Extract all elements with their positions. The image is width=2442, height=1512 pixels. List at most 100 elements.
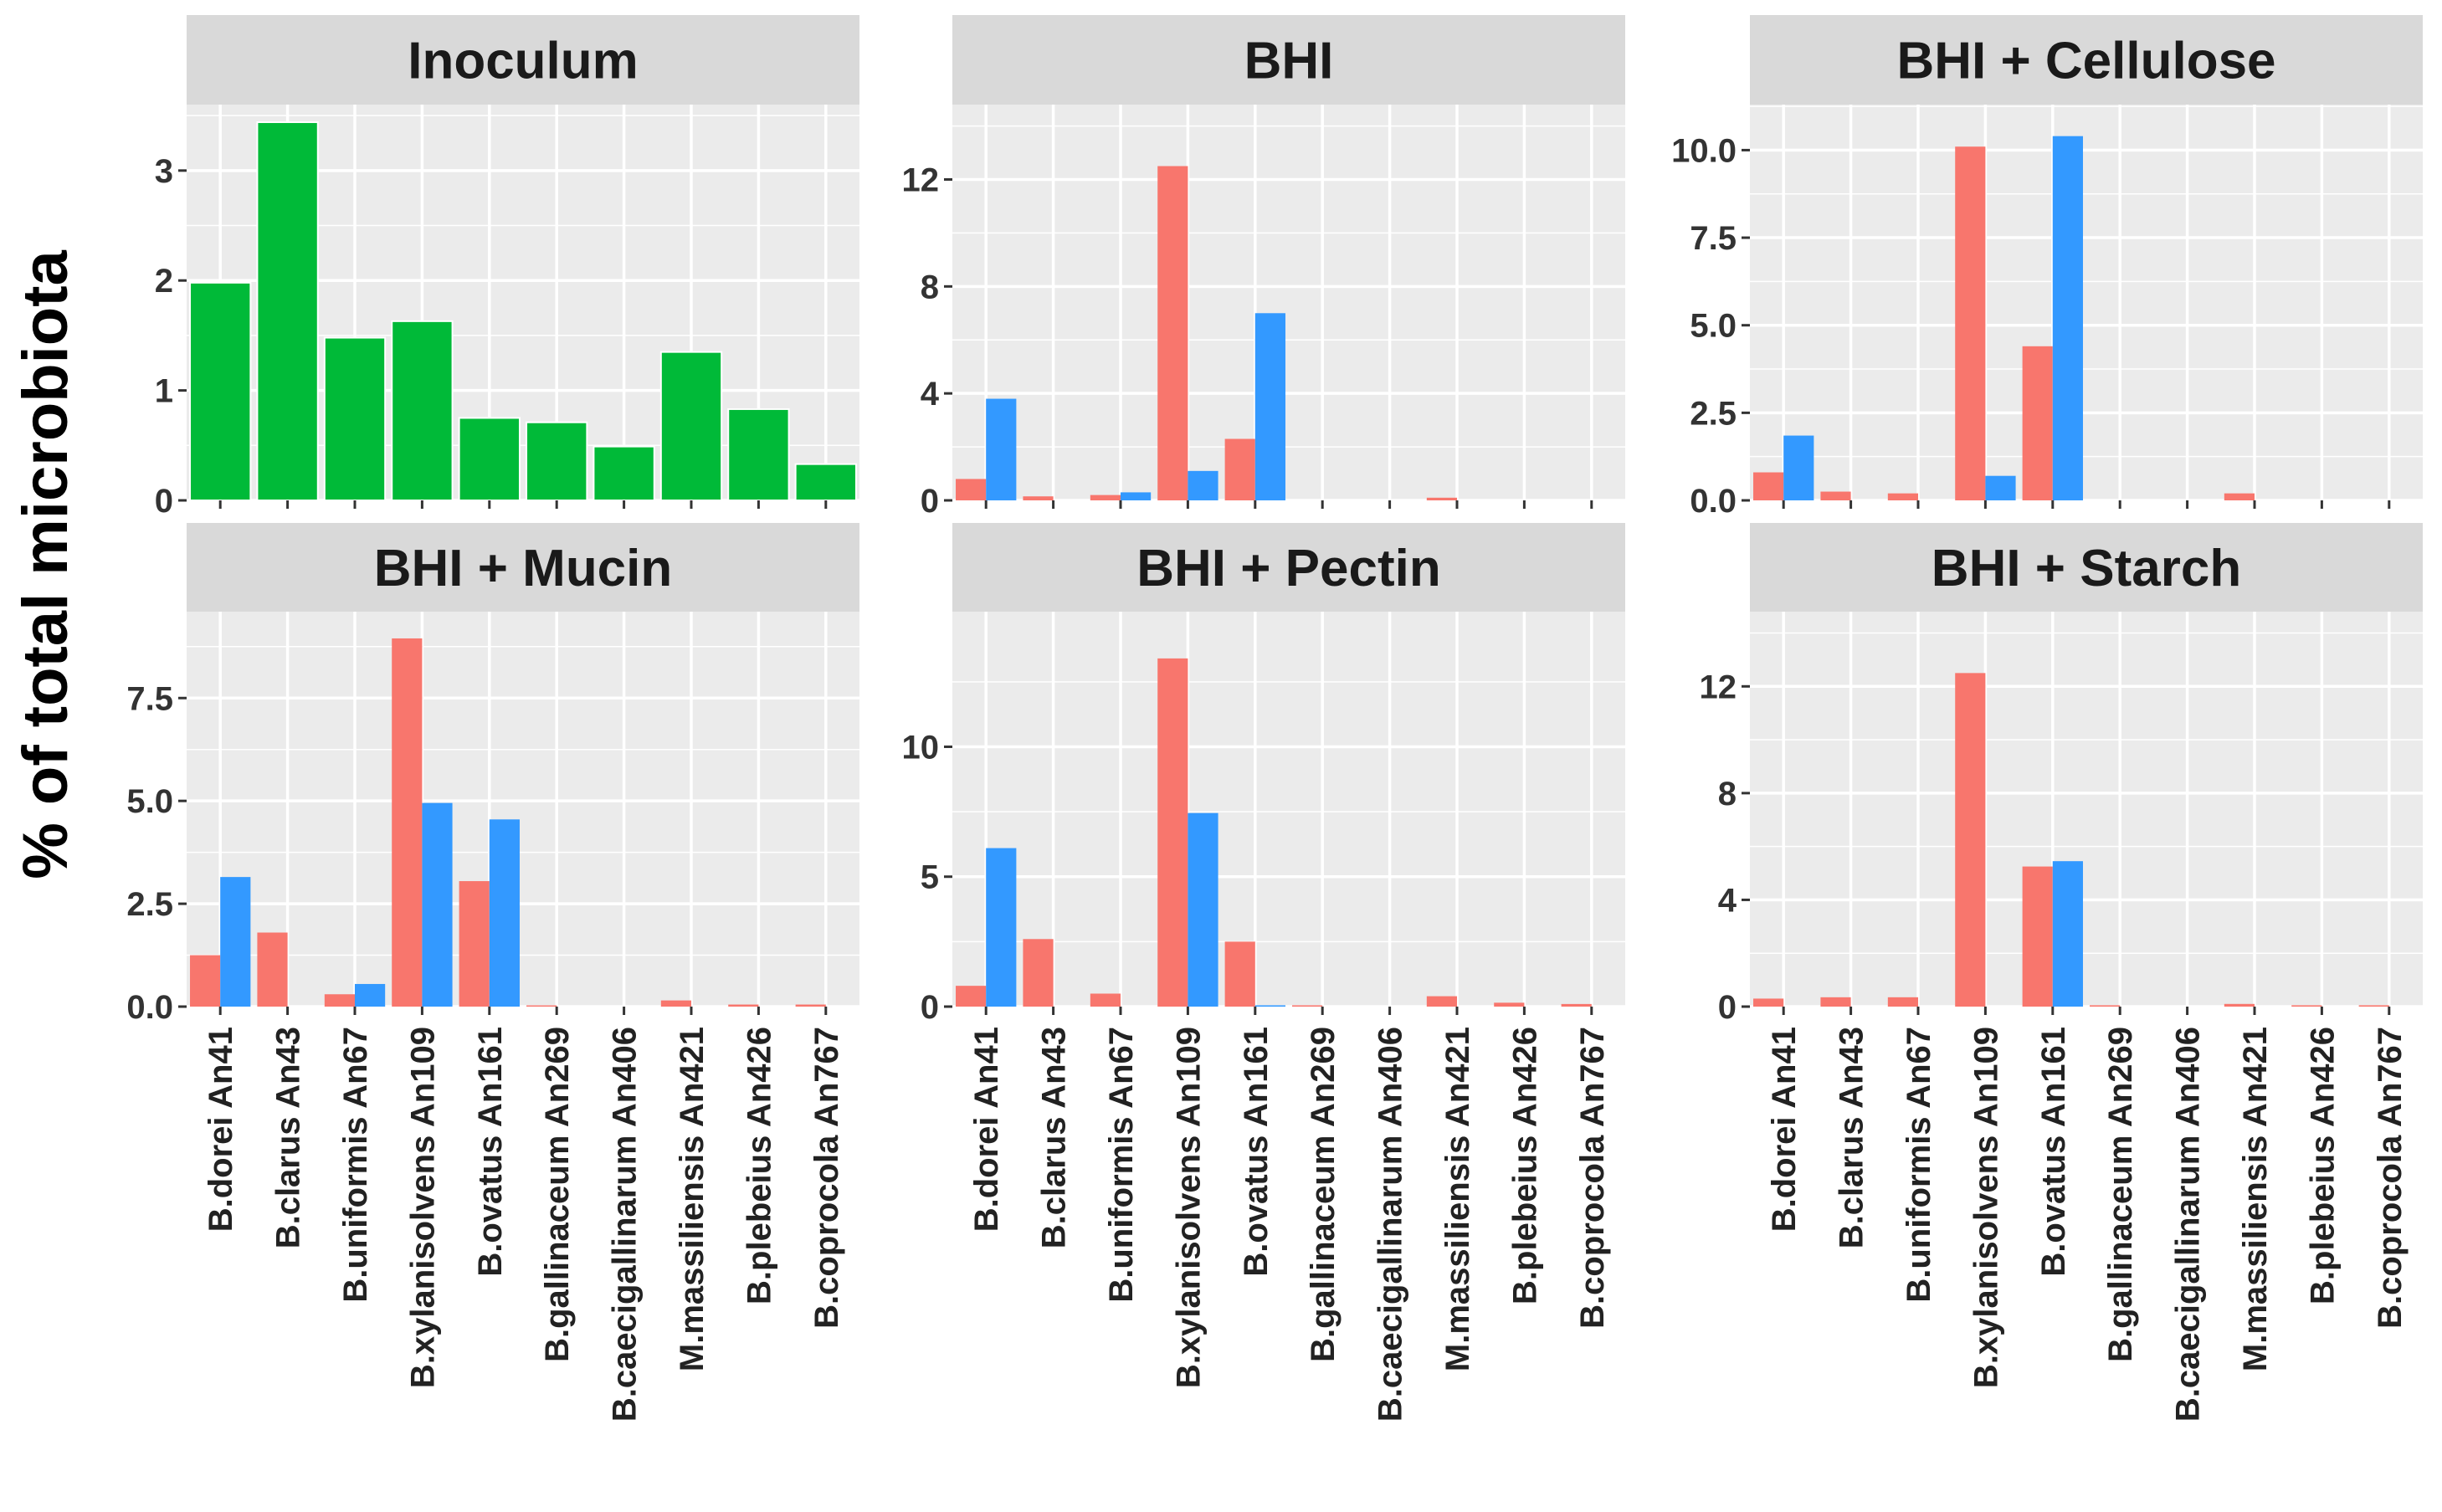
panel-background xyxy=(952,612,1625,1007)
bar-bhi-pectin-b-plebeius-an426-series1 xyxy=(1494,1002,1525,1007)
y-tick-label: 2.5 xyxy=(126,886,173,923)
panel-bhi-mucin: BHI + Mucin 0.0 2.5 5.0 7.5 B.dorei An41 B.cla… xyxy=(126,523,859,1422)
bar-bhi-b-dorei-an41-series1 xyxy=(956,479,987,500)
panel-strip xyxy=(187,523,859,612)
bar-bhi-mucin-b-xylanisolvens-an109-series2 xyxy=(422,802,453,1007)
bar-bhi-b-xylanisolvens-an109-series1 xyxy=(1157,166,1188,500)
panel-strip xyxy=(1750,523,2423,612)
y-tick-label: 5.0 xyxy=(126,783,173,820)
y-tick-label: 1 xyxy=(155,373,173,410)
bar-bhi-cellulose-b-ovatus-an161-series1 xyxy=(2022,346,2053,500)
bar-bhi-cellulose-b-uniformis-an67-series1 xyxy=(1887,493,1918,500)
bar-bhi-b-clarus-an43-series1 xyxy=(1023,496,1054,500)
bar-bhi-cellulose-b-dorei-an41-series1 xyxy=(1753,472,1784,500)
bar-inoculum-b-clarus-an43-inoculum xyxy=(256,121,319,501)
x-category-label: B.plebeius An426 xyxy=(1506,1027,1543,1304)
panel-strip xyxy=(952,523,1625,612)
bar-bhi-pectin-b-ovatus-an161-series2 xyxy=(1254,1005,1285,1007)
bar-bhi-starch-b-clarus-an43-series1 xyxy=(1820,997,1851,1007)
x-category-label: B.clarus An43 xyxy=(1834,1027,1870,1248)
bar-bhi-cellulose-m-massiliensis-an421-series1 xyxy=(2224,493,2255,500)
bar-bhi-mucin-b-ovatus-an161-series2 xyxy=(489,819,520,1007)
bar-bhi-m-massiliensis-an421-series1 xyxy=(1426,497,1457,500)
bar-bhi-starch-b-gallinaceum-an269-series1 xyxy=(2090,1005,2121,1007)
y-tick-label: 8 xyxy=(1718,776,1737,812)
bar-bhi-pectin-b-xylanisolvens-an109-series2 xyxy=(1188,812,1218,1007)
bar-bhi-starch-b-xylanisolvens-an109-series1 xyxy=(1955,673,1986,1007)
y-tick-label: 5 xyxy=(921,859,939,896)
bar-bhi-pectin-b-dorei-an41-series2 xyxy=(986,848,1017,1007)
panel-strip xyxy=(1750,15,2423,105)
x-category-label: B.dorei An41 xyxy=(203,1027,239,1232)
bar-bhi-starch-b-ovatus-an161-series2 xyxy=(2052,861,2083,1007)
bar-inoculum-b-ovatus-an161-inoculum xyxy=(458,417,521,502)
x-category-label: B.caecigallinarum An406 xyxy=(1372,1027,1409,1422)
panel-title: BHI + Cellulose xyxy=(1896,33,2275,90)
bar-bhi-mucin-b-plebeius-an426-series1 xyxy=(728,1004,759,1007)
panel-title: BHI + Pectin xyxy=(1136,540,1441,597)
bar-bhi-starch-b-dorei-an41-series1 xyxy=(1753,998,1784,1007)
y-tick-label: 0 xyxy=(155,483,173,520)
y-tick-label: 7.5 xyxy=(1690,220,1737,257)
y-tick-label: 12 xyxy=(902,161,940,198)
bar-inoculum-b-dorei-an41-inoculum xyxy=(189,281,252,501)
bar-bhi-cellulose-b-dorei-an41-series2 xyxy=(1783,435,1814,500)
x-category-label: B.uniformis An67 xyxy=(1103,1027,1140,1303)
y-tick-label: 4 xyxy=(1718,882,1737,919)
x-category-label: B.dorei An41 xyxy=(968,1027,1005,1232)
bar-inoculum-b-plebeius-an426-inoculum xyxy=(727,407,790,502)
panel-background xyxy=(1750,612,2423,1007)
panel-background xyxy=(187,612,859,1007)
y-tick-label: 4 xyxy=(921,376,940,413)
bar-bhi-pectin-b-uniformis-an67-series1 xyxy=(1090,993,1121,1007)
x-category-label: M.massiliensis An421 xyxy=(1439,1027,1476,1371)
bar-bhi-mucin-b-coprocola-an767-series1 xyxy=(795,1004,826,1007)
x-category-label: B.coprocola An767 xyxy=(2372,1027,2409,1329)
panel-title: BHI + Starch xyxy=(1932,540,2241,597)
bar-bhi-b-uniformis-an67-series1 xyxy=(1090,495,1121,500)
x-category-label: M.massiliensis An421 xyxy=(2237,1027,2274,1371)
y-tick-label: 2.5 xyxy=(1690,395,1737,432)
bar-bhi-starch-b-uniformis-an67-series1 xyxy=(1887,997,1918,1007)
bar-bhi-mucin-b-ovatus-an161-series1 xyxy=(459,881,490,1007)
y-tick-label: 0.0 xyxy=(1690,483,1737,520)
bar-bhi-pectin-b-ovatus-an161-series1 xyxy=(1224,941,1255,1007)
y-tick-label: 2 xyxy=(155,263,173,300)
x-category-label: B.coprocola An767 xyxy=(808,1027,845,1329)
y-tick-label: 0 xyxy=(921,483,939,520)
x-category-label: M.massiliensis An421 xyxy=(674,1027,711,1371)
x-category-label: B.dorei An41 xyxy=(1766,1027,1803,1232)
x-category-label: B.ovatus An161 xyxy=(1238,1027,1275,1277)
bar-bhi-mucin-b-dorei-an41-series2 xyxy=(220,877,251,1007)
y-tick-label: 10 xyxy=(902,729,940,766)
x-category-label: B.ovatus An161 xyxy=(472,1027,509,1277)
bar-bhi-mucin-m-massiliensis-an421-series1 xyxy=(660,1000,691,1007)
bar-bhi-pectin-b-gallinaceum-an269-series1 xyxy=(1292,1005,1323,1007)
y-tick-label: 5.0 xyxy=(1690,308,1737,345)
panel-bhi: BHI 0 4 8 12 xyxy=(902,15,1625,520)
x-category-label: B.xylanisolvens An109 xyxy=(1967,1027,2004,1388)
bar-bhi-pectin-m-massiliensis-an421-series1 xyxy=(1426,996,1457,1007)
bar-bhi-cellulose-b-ovatus-an161-series2 xyxy=(2052,136,2083,501)
panel-background xyxy=(952,105,1625,500)
panel-title: Inoculum xyxy=(408,33,639,90)
bar-inoculum-b-caecigallinarum-an406-inoculum xyxy=(593,445,655,501)
bar-bhi-pectin-b-xylanisolvens-an109-series1 xyxy=(1157,658,1188,1007)
bar-inoculum-m-massiliensis-an421-inoculum xyxy=(659,351,723,501)
bar-bhi-mucin-b-uniformis-an67-series1 xyxy=(324,994,355,1007)
bar-bhi-mucin-b-gallinaceum-an269-series1 xyxy=(526,1005,557,1007)
panel-bhi-cellulose: BHI + Cellulose 0.0 2.5 5.0 7.5 10.0 xyxy=(1671,15,2423,520)
x-category-label: B.gallinaceum An269 xyxy=(539,1027,576,1362)
bar-bhi-starch-b-coprocola-an767-series1 xyxy=(2358,1005,2389,1007)
panel-bhi-starch: BHI + Starch 0 4 8 12 B.dorei An41 B.clarus An… xyxy=(1700,523,2423,1422)
bar-bhi-b-xylanisolvens-an109-series2 xyxy=(1188,470,1218,500)
bar-bhi-mucin-b-clarus-an43-series1 xyxy=(257,932,288,1007)
x-category-label: B.xylanisolvens An109 xyxy=(1170,1027,1207,1388)
bar-inoculum-b-xylanisolvens-an109-inoculum xyxy=(391,320,454,502)
x-category-label: B.ovatus An161 xyxy=(2035,1027,2072,1277)
bar-bhi-cellulose-b-clarus-an43-series1 xyxy=(1820,491,1851,500)
bar-bhi-mucin-b-xylanisolvens-an109-series1 xyxy=(392,638,423,1007)
bar-bhi-pectin-b-dorei-an41-series1 xyxy=(956,986,987,1007)
y-tick-label: 0 xyxy=(1718,989,1737,1026)
